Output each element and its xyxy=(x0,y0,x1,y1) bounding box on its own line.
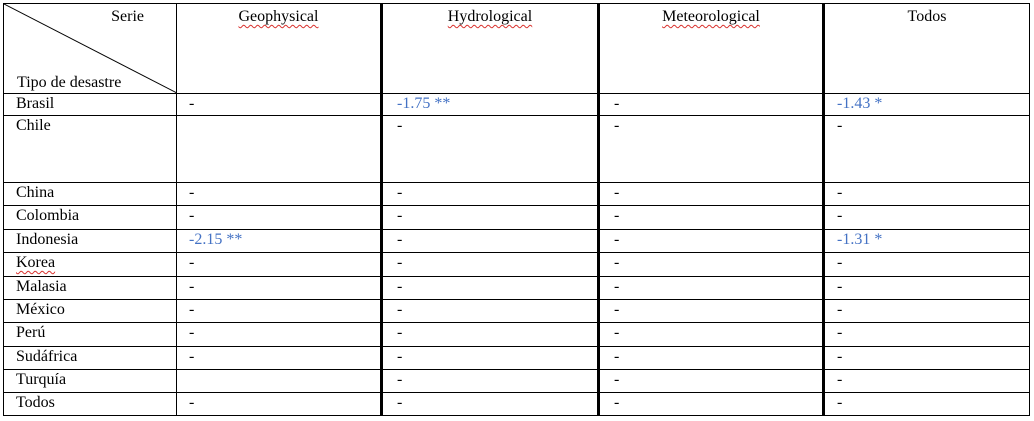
table-cell: - xyxy=(380,229,599,253)
table-cell: - xyxy=(176,182,382,206)
table-cell: -1.31 * xyxy=(822,229,1030,253)
table-cell: - xyxy=(380,299,599,323)
table-cell: - xyxy=(176,252,382,277)
diagonal-divider xyxy=(4,4,177,93)
table-cell: -2.15 ** xyxy=(176,229,382,253)
table-cell: -1.75 ** xyxy=(380,93,599,116)
table-cell: - xyxy=(380,346,599,370)
table-cell: - xyxy=(597,229,824,253)
table-cell: - xyxy=(380,392,599,416)
table-cell: - xyxy=(822,115,1030,183)
table-cell: - xyxy=(597,93,824,116)
table-cell: - xyxy=(380,115,599,183)
table-row: Indonesia -2.15 ** - - -1.31 * xyxy=(3,229,1030,253)
row-label: Brasil xyxy=(3,93,177,116)
row-label: Indonesia xyxy=(3,229,177,253)
table-cell: - xyxy=(176,322,382,347)
table-cell: - xyxy=(176,346,382,370)
table-cell: - xyxy=(822,322,1030,347)
table-cell: - xyxy=(597,205,824,230)
row-label: Perú xyxy=(3,322,177,347)
table-cell: - xyxy=(176,276,382,300)
table-cell: - xyxy=(597,322,824,347)
table-cell: - xyxy=(380,205,599,230)
table-row: Malasia - - - - xyxy=(3,276,1030,300)
table-cell: - xyxy=(597,299,824,323)
table-cell: - xyxy=(822,182,1030,206)
column-header-todos: Todos xyxy=(822,3,1030,94)
table-cell: - xyxy=(380,369,599,393)
corner-bottom-label: Tipo de desastre xyxy=(17,74,122,91)
table-cell: - xyxy=(822,369,1030,393)
table-cell: - xyxy=(597,369,824,393)
row-label: Todos xyxy=(3,392,177,416)
table-cell: - xyxy=(176,93,382,116)
column-header-meteorological: Meteorological xyxy=(597,3,824,94)
table-cell: - xyxy=(597,182,824,206)
table-cell: - xyxy=(597,252,824,277)
table-cell: - xyxy=(176,392,382,416)
table-cell: - xyxy=(822,299,1030,323)
column-header-hydrological: Hydrological xyxy=(380,3,599,94)
row-label: Sudáfrica xyxy=(3,346,177,370)
row-label: Chile xyxy=(3,115,177,183)
table-cell: - xyxy=(597,392,824,416)
table-row: Chile - - - xyxy=(3,115,1030,183)
table-row: México - - - - xyxy=(3,299,1030,323)
table-cell: - xyxy=(597,115,824,183)
table-cell: - xyxy=(380,182,599,206)
row-label: Korea xyxy=(3,252,177,277)
row-label: Turquía xyxy=(3,369,177,393)
table-cell: - xyxy=(822,205,1030,230)
table-row: Perú - - - - xyxy=(3,322,1030,347)
table-row: Brasil - -1.75 ** - -1.43 * xyxy=(3,93,1030,116)
table-cell: - xyxy=(822,392,1030,416)
row-label: Malasia xyxy=(3,276,177,300)
corner-top-label: Serie xyxy=(111,8,144,25)
header-row: Serie Tipo de desastre Geophysical Hydro… xyxy=(3,3,1030,94)
table-row: Colombia - - - - xyxy=(3,205,1030,230)
table-cell: - xyxy=(597,276,824,300)
table-cell: - xyxy=(822,346,1030,370)
table-row: China - - - - xyxy=(3,182,1030,206)
results-table: Serie Tipo de desastre Geophysical Hydro… xyxy=(3,3,1030,416)
row-label: Colombia xyxy=(3,205,177,230)
table-cell: - xyxy=(380,276,599,300)
table-cell: - xyxy=(380,322,599,347)
table-cell: - xyxy=(597,346,824,370)
table-cell xyxy=(176,115,382,183)
table-row: Turquía - - - xyxy=(3,369,1030,393)
table-cell: - xyxy=(822,252,1030,277)
table-row: Sudáfrica - - - - xyxy=(3,346,1030,370)
row-label: China xyxy=(3,182,177,206)
table-cell: - xyxy=(822,276,1030,300)
table-row: Korea - - - - xyxy=(3,252,1030,277)
table-cell: - xyxy=(176,205,382,230)
corner-header-cell: Serie Tipo de desastre xyxy=(3,3,177,94)
table-cell: - xyxy=(380,252,599,277)
table-cell: - xyxy=(176,299,382,323)
table-cell xyxy=(176,369,382,393)
table-row: Todos - - - - xyxy=(3,392,1030,416)
column-header-geophysical: Geophysical xyxy=(176,3,382,94)
table-cell: -1.43 * xyxy=(822,93,1030,116)
row-label: México xyxy=(3,299,177,323)
